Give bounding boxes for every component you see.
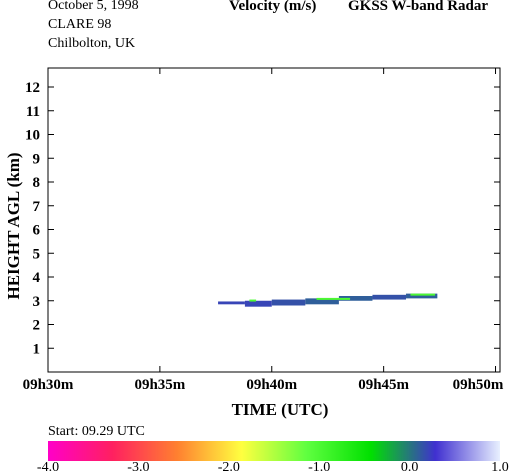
start-time-label: Start: 09.29 UTC (48, 424, 145, 439)
y-tick-label: 8 (33, 175, 41, 191)
colorbar (48, 441, 500, 461)
y-tick-label: 9 (33, 151, 41, 167)
y-tick-label: 6 (33, 223, 41, 239)
colorbar-tick-label: -1.0 (308, 460, 331, 475)
date-label: October 5, 1998 (48, 0, 139, 13)
colorbar-tick-label: -2.0 (217, 460, 240, 475)
colorbar-tick-label: -4.0 (36, 460, 60, 475)
x-tick-label: 09h35m (134, 377, 185, 393)
y-tick-label: 4 (33, 270, 41, 286)
campaign-label: CLARE 98 (48, 17, 112, 32)
velocity-echo-segment (316, 297, 351, 300)
velocity-echo-segment (338, 296, 373, 301)
velocity-echo-segment (406, 293, 438, 299)
site-label: Chilbolton, UK (48, 36, 136, 51)
velocity-echo-segment (249, 299, 257, 302)
velocity-echo-segment (244, 300, 272, 307)
velocity-echo-segment (410, 293, 436, 296)
colorbar-tick-label: 1.0 (491, 460, 509, 475)
velocity-echo-segment (218, 301, 245, 305)
x-axis-label: TIME (UTC) (232, 400, 329, 419)
x-tick-label: 09h50m (453, 377, 504, 393)
y-tick-label: 5 (33, 246, 41, 262)
y-tick-label: 10 (25, 128, 40, 144)
colorbar-tick-label: 0.0 (400, 460, 419, 475)
x-tick-label: 09h40m (246, 377, 297, 393)
x-tick-label: 09h45m (358, 377, 409, 393)
y-tick-label: 2 (33, 318, 41, 334)
y-tick-label: 12 (25, 80, 40, 96)
y-axis-label: HEIGHT AGL (km) (4, 152, 23, 299)
instrument-title: GKSS W-band Radar (348, 0, 489, 14)
x-tick-label: 09h30m (23, 377, 74, 393)
y-tick-label: 3 (33, 294, 41, 310)
y-tick-label: 1 (33, 341, 41, 357)
velocity-echo-segment (372, 294, 407, 300)
plot-frame (47, 67, 501, 373)
colorbar-tick-label: -3.0 (127, 460, 150, 475)
y-tick-label: 11 (26, 104, 40, 120)
quantity-title: Velocity (m/s) (229, 0, 317, 14)
velocity-echo-segment (305, 298, 339, 305)
y-tick-label: 7 (33, 199, 41, 215)
velocity-echo-segment (271, 299, 306, 306)
